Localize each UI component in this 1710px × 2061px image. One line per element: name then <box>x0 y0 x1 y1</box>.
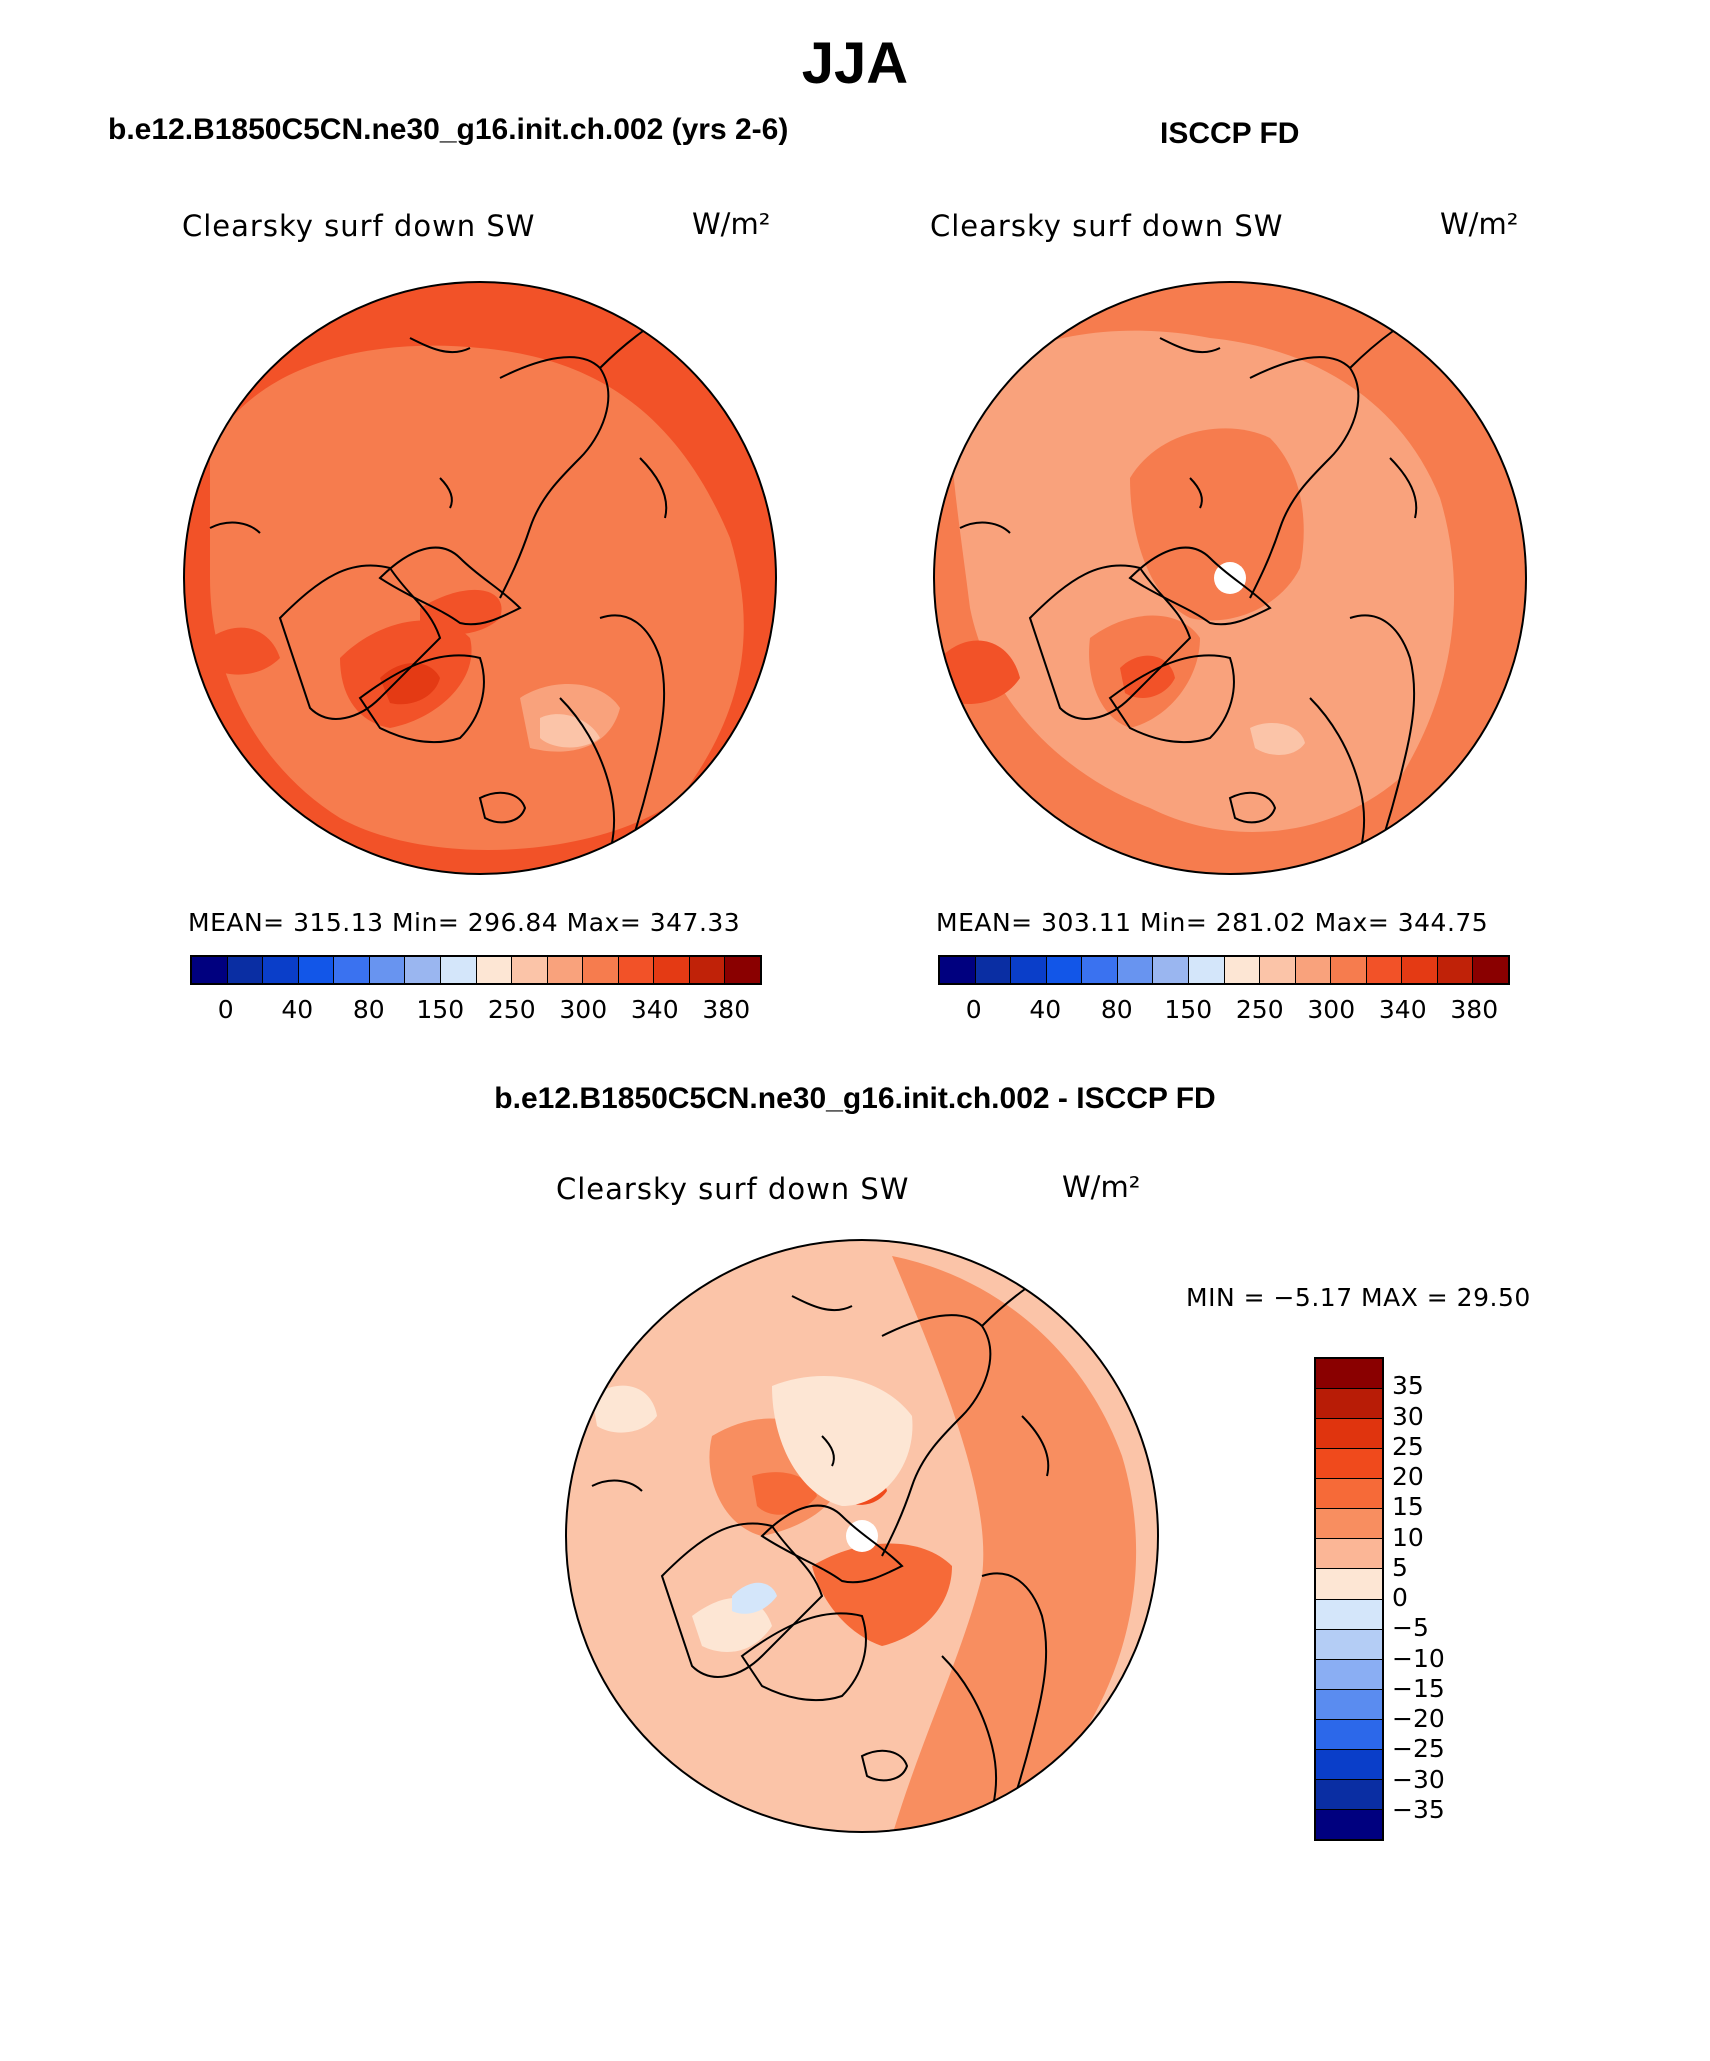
colorbar-tick-label: 15 <box>1392 1492 1424 1522</box>
colorbar-box <box>1046 957 1083 983</box>
panel3-polar-map <box>565 1239 1159 1833</box>
colorbar-box <box>1316 1749 1382 1780</box>
colorbar-box <box>298 957 335 983</box>
colorbar-box <box>1316 1659 1382 1690</box>
colorbar-box <box>1366 957 1403 983</box>
colorbar-tick-label: 80 <box>1100 995 1133 1024</box>
panel3-variable: Clearsky surf down SW <box>556 1172 910 1206</box>
colorbar-box <box>1295 957 1332 983</box>
panel2-polar-map <box>933 281 1527 875</box>
obs-case-title: ISCCP FD <box>1160 117 1300 150</box>
colorbar-box <box>1473 957 1508 983</box>
figure-title: JJA <box>801 31 909 96</box>
colorbar-box <box>1316 1719 1382 1750</box>
colorbar-box <box>1316 1449 1382 1480</box>
colorbar-tick-label: 5 <box>1392 1552 1408 1582</box>
colorbar-tick-label: 0 <box>965 995 982 1024</box>
colorbar-tick-label: 150 <box>1164 995 1213 1024</box>
colorbar-box <box>940 957 976 983</box>
panel1-variable: Clearsky surf down SW <box>182 209 536 243</box>
colorbar-box <box>476 957 513 983</box>
colorbar-tick-label: 250 <box>1235 995 1284 1024</box>
colorbar-tick-label: −20 <box>1392 1704 1445 1733</box>
diff-colorbar <box>1314 1357 1384 1841</box>
colorbar-box <box>1316 1479 1382 1510</box>
colorbar-tick-label: −5 <box>1392 1613 1429 1643</box>
panel2-units: W/m² <box>1440 207 1519 241</box>
colorbar-tick-label: 380 <box>702 995 751 1024</box>
colorbar-box <box>1188 957 1225 983</box>
colorbar-tick-label: −15 <box>1392 1673 1445 1703</box>
colorbar-box <box>369 957 406 983</box>
colorbar-box <box>440 957 477 983</box>
colorbar-tick-label: 0 <box>1392 1583 1408 1612</box>
colorbar-tick-label: 250 <box>487 995 536 1024</box>
panel1-stats: MEAN= 315.13 Min= 296.84 Max= 347.33 <box>188 908 741 937</box>
colorbar-box <box>334 957 370 983</box>
colorbar-box <box>1316 1419 1382 1450</box>
colorbar-tick-label: 340 <box>1378 995 1427 1024</box>
colorbar-box <box>1316 1359 1382 1390</box>
colorbar-tick-label: 30 <box>1392 1401 1424 1431</box>
colorbar-box <box>1316 1779 1382 1810</box>
colorbar-box <box>1316 1509 1382 1540</box>
colorbar-box <box>547 957 584 983</box>
panel3-stats: MIN = −5.17 MAX = 29.50 <box>1186 1283 1531 1312</box>
colorbar-box <box>1437 957 1474 983</box>
colorbar-box <box>1224 957 1261 983</box>
colorbar-tick-label: 80 <box>352 995 385 1024</box>
panel3-units: W/m² <box>1062 1170 1141 1204</box>
colorbar-tick-label: −35 <box>1392 1794 1445 1824</box>
colorbar-box <box>1331 957 1367 983</box>
colorbar-box <box>725 957 760 983</box>
colorbar-box <box>1011 957 1047 983</box>
model-case-title: b.e12.B1850C5CN.ne30_g16.init.ch.002 (yr… <box>108 113 789 146</box>
colorbar-tick-label: 40 <box>1029 995 1062 1024</box>
colorbar-tick-label: 25 <box>1392 1431 1424 1461</box>
colorbar-box <box>1402 957 1438 983</box>
colorbar-box <box>689 957 726 983</box>
colorbar-box <box>618 957 655 983</box>
colorbar-box <box>1316 1629 1382 1660</box>
colorbar-tick-label: 150 <box>416 995 465 1024</box>
colorbar-box <box>1316 1599 1382 1630</box>
colorbar-tick-label: −10 <box>1392 1643 1445 1673</box>
colorbar-box <box>1260 957 1296 983</box>
colorbar-tick-label: 340 <box>630 995 679 1024</box>
colorbar-tick-label: 380 <box>1450 995 1499 1024</box>
colorbar-box <box>1082 957 1118 983</box>
panel2-variable: Clearsky surf down SW <box>930 209 1284 243</box>
colorbar-box <box>1316 1539 1382 1570</box>
colorbar-tick-label: 0 <box>217 995 234 1024</box>
colorbar-box <box>1316 1689 1382 1720</box>
colorbar-box <box>512 957 548 983</box>
panel2-colorbar <box>938 955 1510 985</box>
colorbar-box <box>975 957 1012 983</box>
colorbar-box <box>1316 1569 1382 1600</box>
colorbar-tick-label: 40 <box>281 995 314 1024</box>
colorbar-tick-label: 20 <box>1392 1462 1424 1491</box>
colorbar-box <box>227 957 264 983</box>
colorbar-tick-label: −25 <box>1392 1734 1445 1764</box>
colorbar-box <box>405 957 441 983</box>
colorbar-box <box>1316 1389 1382 1420</box>
colorbar-box <box>1316 1809 1382 1839</box>
colorbar-tick-label: 300 <box>1307 995 1356 1024</box>
colorbar-box <box>1153 957 1189 983</box>
panel1-polar-map <box>183 281 777 875</box>
colorbar-box <box>263 957 299 983</box>
panel1-units: W/m² <box>692 207 771 241</box>
colorbar-tick-label: 300 <box>559 995 608 1024</box>
colorbar-tick-label: −30 <box>1392 1764 1445 1794</box>
diff-case-title: b.e12.B1850C5CN.ne30_g16.init.ch.002 - I… <box>494 1082 1216 1115</box>
colorbar-box <box>1117 957 1154 983</box>
panel1-colorbar <box>190 955 762 985</box>
colorbar-box <box>654 957 690 983</box>
colorbar-box <box>583 957 619 983</box>
panel2-stats: MEAN= 303.11 Min= 281.02 Max= 344.75 <box>936 908 1489 937</box>
colorbar-box <box>192 957 228 983</box>
colorbar-tick-label: 35 <box>1392 1371 1424 1401</box>
colorbar-tick-label: 10 <box>1392 1522 1424 1552</box>
